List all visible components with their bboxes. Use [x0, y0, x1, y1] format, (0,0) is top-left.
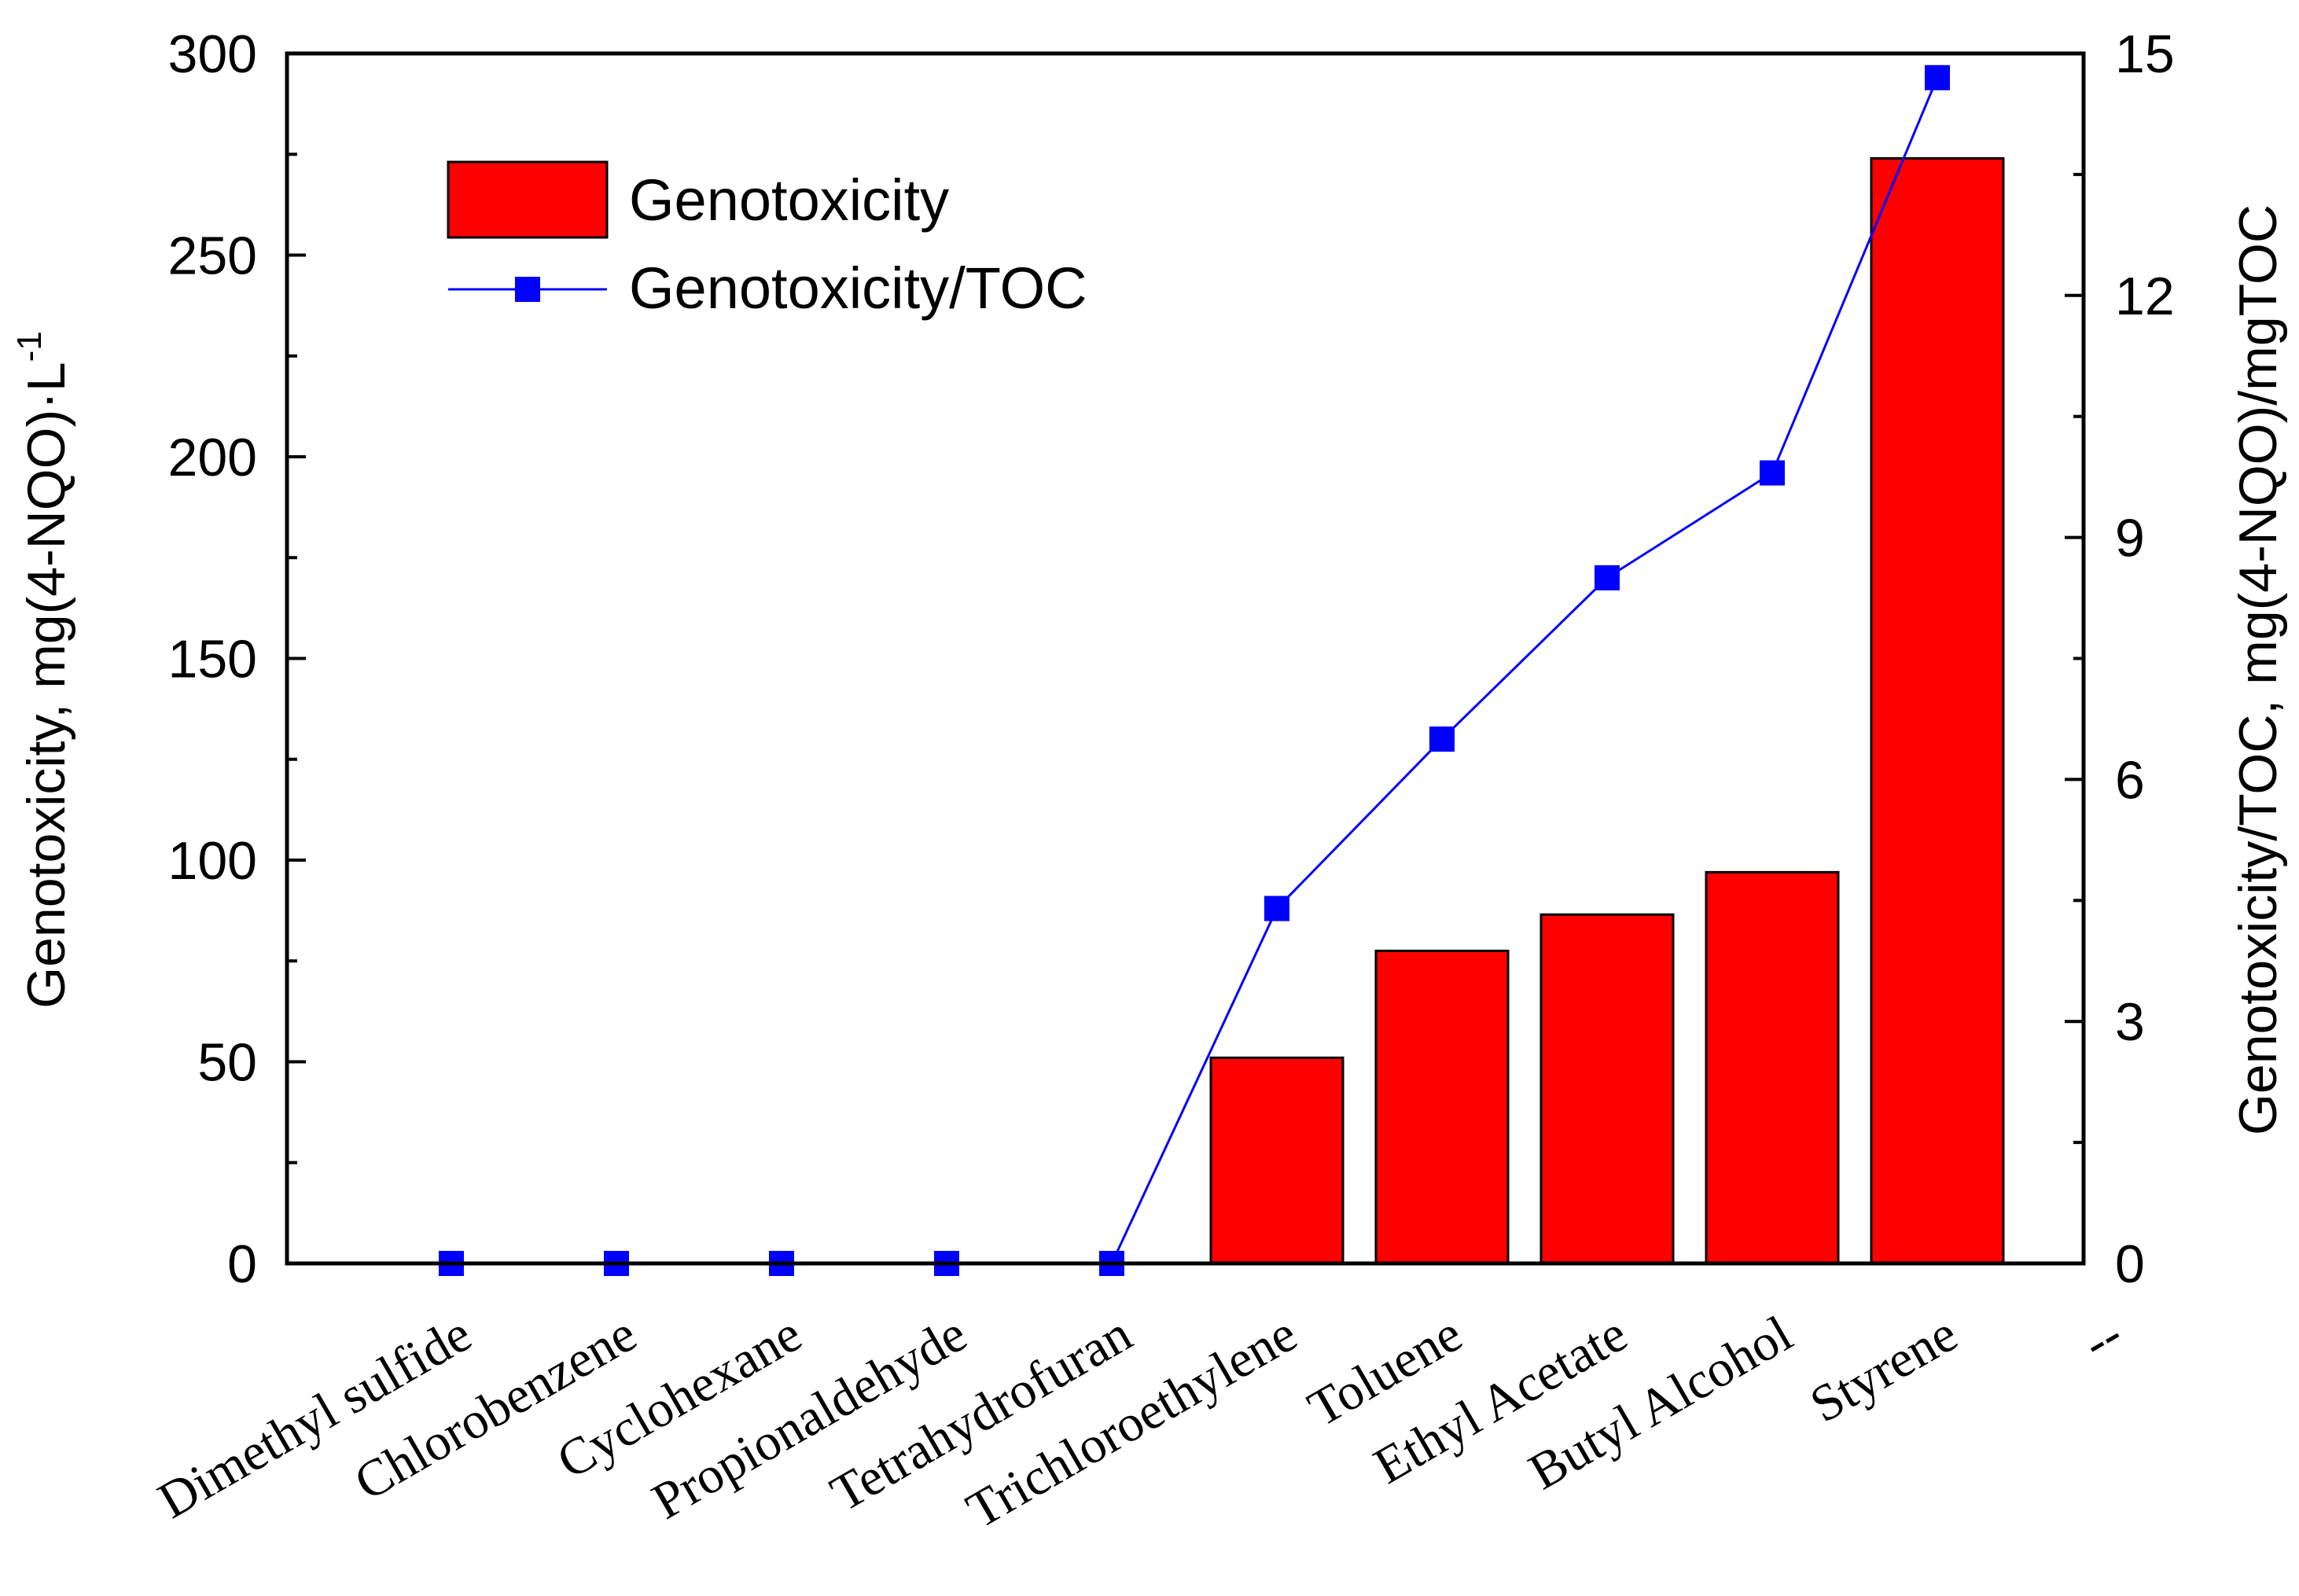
y-tick-label: 300: [168, 24, 257, 84]
legend-label-genotoxicity: Genotoxicity: [629, 167, 949, 233]
category-label-dash: --: [2073, 1305, 2132, 1372]
bars-layer: [1209, 156, 2005, 1265]
tick-labels-layer: 0 50 100 150 200 250 300 0 3 6 9 12 15: [168, 24, 2175, 1294]
legend-label-genotoxicity-toc: Genotoxicity/TOC: [629, 256, 1087, 321]
point-butyl-alcohol: [1760, 460, 1785, 486]
y-tick-label: 150: [168, 630, 257, 690]
bar-ethyl-acetate: [1539, 913, 1675, 1265]
y-tick-label: 100: [168, 831, 257, 891]
y2-tick-label: 3: [2115, 992, 2145, 1052]
point-trichloroethylene: [1264, 895, 1289, 921]
y2-tick-label: 6: [2115, 750, 2145, 810]
category-label-styrene: Styrene: [1801, 1305, 1966, 1434]
category-labels-layer: Dimethyl sulfideChlorobenzeneCyclohexane…: [149, 1305, 2132, 1539]
y2-tick-label: 12: [2115, 267, 2175, 326]
bar-styrene: [1870, 156, 2005, 1265]
y-axis-label: Genotoxicity, mg(4-NQO)·L-1: [10, 331, 76, 1009]
legend-marker-genotoxicity-toc: [515, 277, 540, 302]
category-label-chlorobenzene: Chlorobenzene: [345, 1305, 646, 1512]
legend: Genotoxicity Genotoxicity/TOC: [447, 160, 1087, 321]
y2-axis-label: Genotoxicity/TOC, mg(4-NQO)/mgTOC: [2228, 204, 2288, 1135]
bar-trichloroethylene: [1209, 1056, 1344, 1265]
ticks-layer: [287, 52, 2084, 1265]
point-styrene: [1925, 64, 1950, 90]
bar-butyl-alcohol: [1705, 870, 1840, 1265]
y2-tick-label: 9: [2115, 509, 2145, 568]
y-tick-label: 0: [227, 1234, 257, 1294]
point-toluene: [1429, 726, 1455, 752]
legend-swatch-genotoxicity: [447, 160, 609, 239]
y2-tick-label: 15: [2115, 24, 2175, 84]
point-ethyl-acetate: [1595, 564, 1620, 590]
bar-toluene: [1374, 949, 1510, 1265]
y2-tick-label: 0: [2115, 1234, 2145, 1294]
y-tick-label: 50: [197, 1033, 257, 1093]
y-tick-label: 200: [168, 428, 257, 487]
y-tick-label: 250: [168, 226, 257, 286]
